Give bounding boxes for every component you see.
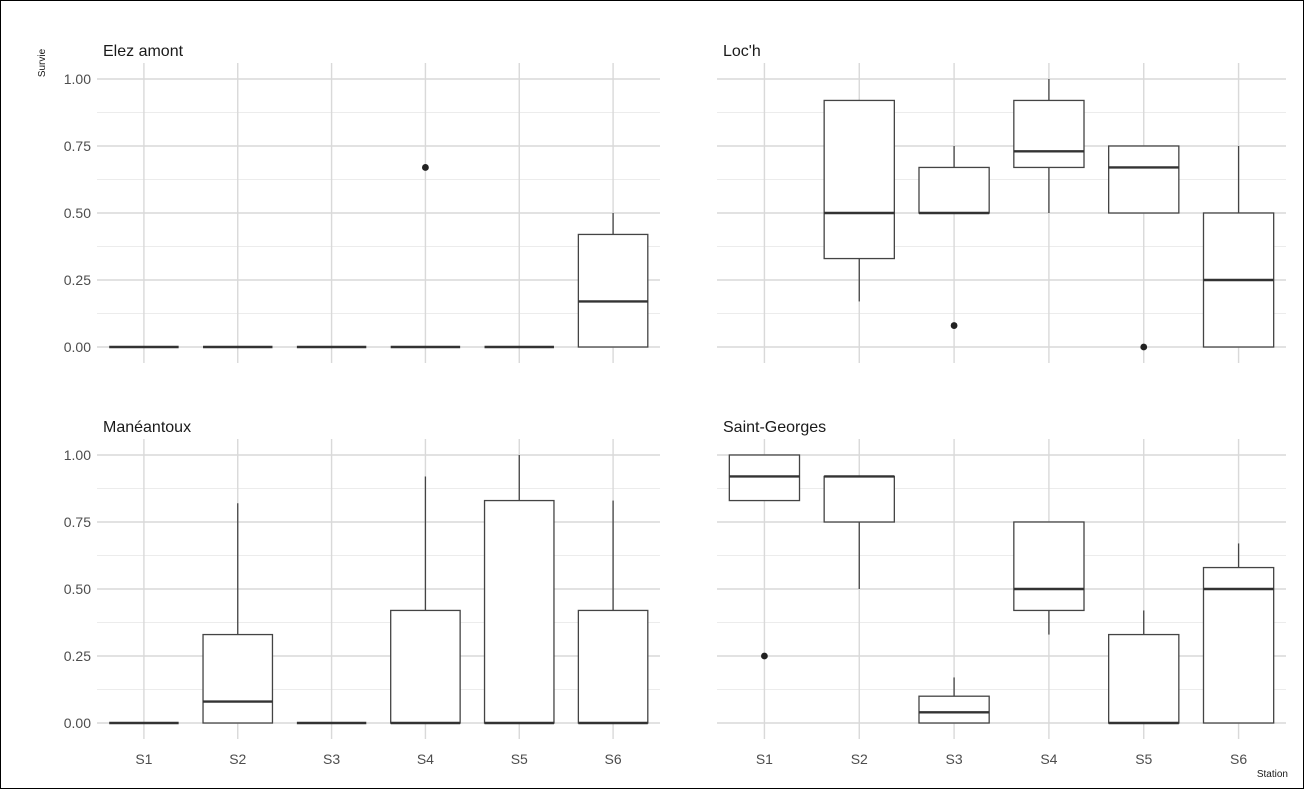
box-S6 — [577, 233, 649, 348]
box-S5 — [1108, 633, 1180, 724]
y-tick-label: 0.75 — [64, 138, 91, 154]
panel-title: Loc'h — [723, 43, 761, 60]
y-tick-label: 0.00 — [64, 715, 91, 731]
y-tick-label: 0.25 — [64, 272, 91, 288]
x-tick-label: S5 — [511, 751, 528, 767]
x-tick-label: S6 — [1230, 751, 1247, 767]
outlier-point — [1140, 343, 1148, 351]
x-tick-label: S2 — [229, 751, 246, 767]
box-S4 — [1013, 99, 1085, 169]
y-tick-label: 0.50 — [64, 205, 91, 221]
y-tick-label: 0.25 — [64, 648, 91, 664]
box-S4 — [1013, 521, 1085, 612]
x-tick-label: S4 — [1040, 751, 1057, 767]
box-S4 — [390, 609, 461, 724]
x-tick-label: S1 — [756, 751, 773, 767]
y-tick-label: 1.00 — [64, 447, 91, 463]
y-tick-label: 0.75 — [64, 514, 91, 530]
x-tick-label: S1 — [135, 751, 152, 767]
box-S1 — [728, 454, 801, 502]
box-S6 — [1202, 566, 1275, 724]
x-tick-label: S3 — [323, 751, 340, 767]
outlier-point — [950, 322, 958, 329]
box-S3 — [918, 166, 990, 214]
x-tick-label: S6 — [605, 751, 622, 767]
panel-title: Saint-Georges — [723, 419, 826, 436]
x-tick-label: S5 — [1135, 751, 1152, 767]
x-tick-label: S4 — [417, 751, 434, 767]
box-S5 — [1108, 145, 1180, 214]
box-S5 — [483, 499, 555, 724]
box-S2 — [823, 99, 895, 260]
x-axis-title: Station — [1257, 769, 1288, 780]
y-tick-label: 0.50 — [64, 581, 91, 597]
x-tick-label: S2 — [851, 751, 868, 767]
panel-title: Elez amont — [103, 43, 184, 60]
y-tick-label: 1.00 — [64, 71, 91, 87]
outlier-point — [761, 652, 768, 660]
box-S2 — [823, 475, 895, 523]
y-tick-label: 0.00 — [64, 339, 91, 355]
y-axis-title: Survie — [37, 48, 48, 77]
box-S6 — [577, 609, 649, 724]
x-tick-label: S3 — [946, 751, 963, 767]
box-S3 — [918, 695, 990, 724]
panel-title: Manéantoux — [103, 419, 191, 436]
outlier-point — [422, 164, 429, 171]
box-S2 — [202, 633, 274, 724]
